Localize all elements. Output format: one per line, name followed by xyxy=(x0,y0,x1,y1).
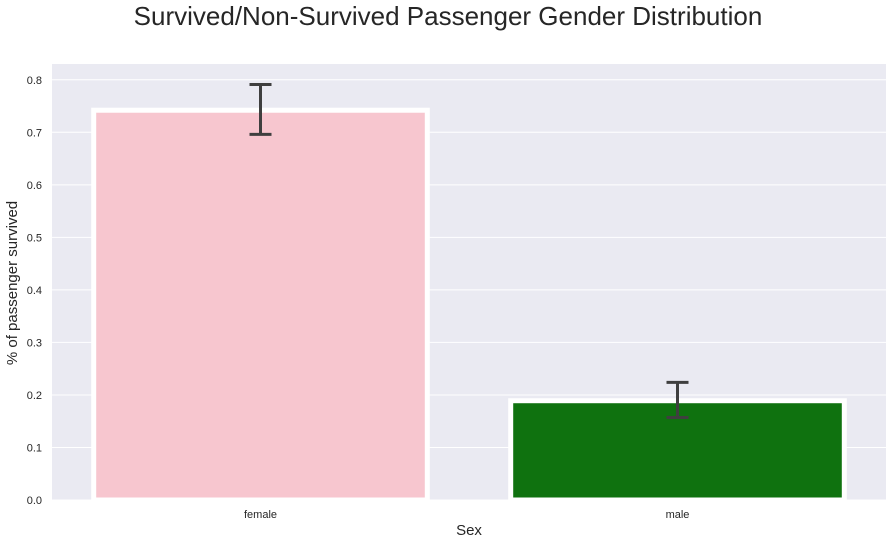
y-tick-label: 0.7 xyxy=(27,127,42,139)
x-tick-labels: female male xyxy=(244,509,689,521)
y-axis-label: % of passenger survived xyxy=(4,201,21,365)
x-tick-label-male: male xyxy=(666,509,690,521)
y-tick-label: 0.2 xyxy=(27,390,42,402)
y-tick-label: 0.6 xyxy=(27,180,42,192)
x-axis-label: Sex xyxy=(456,522,482,539)
y-tick-label: 0.5 xyxy=(27,232,42,244)
y-tick-label: 0.4 xyxy=(27,285,42,297)
y-tick-labels: 0.0 0.1 0.2 0.3 0.4 0.5 0.6 0.7 0.8 xyxy=(27,75,42,507)
chart-title: Survived/Non-Survived Passenger Gender D… xyxy=(134,1,763,31)
y-tick-label: 0.1 xyxy=(27,442,42,454)
y-tick-label: 0.0 xyxy=(27,495,42,507)
bar-female xyxy=(91,107,430,503)
y-tick-label: 0.3 xyxy=(27,337,42,349)
x-tick-label-female: female xyxy=(244,509,277,521)
y-tick-label: 0.8 xyxy=(27,75,42,87)
error-bars xyxy=(249,82,689,420)
